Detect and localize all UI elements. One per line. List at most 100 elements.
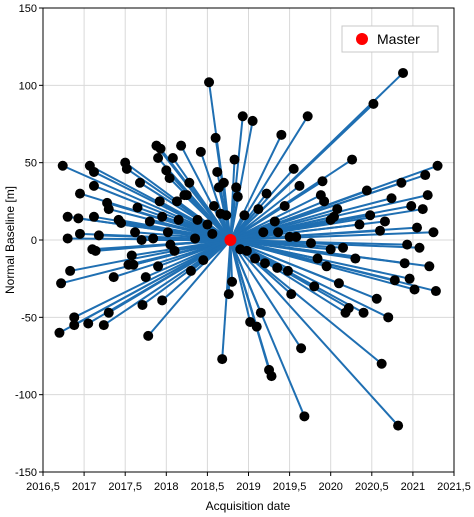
acquisition-point: [396, 177, 407, 188]
x-tick-label: 2018: [154, 481, 178, 493]
acquisition-point: [296, 343, 307, 354]
baseline-line: [229, 185, 301, 241]
acquisition-point: [432, 160, 443, 171]
baseline-line: [229, 239, 389, 319]
acquisition-point: [422, 190, 433, 201]
legend-master-marker: [356, 33, 368, 45]
acquisition-point: [398, 67, 409, 78]
baseline-line: [157, 239, 231, 268]
y-axis-label: Normal Baseline [m]: [3, 186, 17, 294]
acquisition-point: [288, 163, 299, 174]
baseline-line: [230, 231, 434, 241]
x-tick-label: 2018,5: [191, 481, 225, 493]
baseline-line: [147, 239, 232, 337]
acquisition-point: [218, 177, 229, 188]
acquisition-point: [309, 281, 320, 292]
acquisition-point: [90, 245, 101, 256]
baseline-line: [108, 239, 231, 314]
acquisition-point: [247, 115, 258, 126]
acquisition-point: [266, 371, 277, 382]
acquisition-point: [195, 146, 206, 157]
baseline-line: [229, 239, 302, 349]
acquisition-point: [379, 216, 390, 227]
acquisition-point: [69, 312, 80, 323]
acquisition-point: [171, 196, 182, 207]
acquisition-point: [153, 153, 164, 164]
acquisition-point: [386, 193, 397, 204]
acquisition-point: [241, 245, 252, 256]
y-tick-label: -50: [21, 312, 37, 324]
acquisition-point: [108, 272, 119, 283]
acquisition-point: [173, 214, 184, 225]
acquisition-point: [93, 230, 104, 241]
acquisition-point: [148, 233, 159, 244]
acquisition-point: [69, 320, 80, 331]
y-tick-label: 50: [25, 158, 37, 170]
acquisition-point: [255, 307, 266, 318]
acquisition-point: [130, 227, 141, 238]
acquisition-point: [393, 420, 404, 431]
baseline-line: [229, 120, 254, 241]
acquisition-point: [365, 210, 376, 221]
baseline-line: [229, 239, 234, 282]
acquisition-point: [325, 214, 336, 225]
baseline-line: [149, 220, 231, 241]
x-tick-label: 2021: [401, 481, 425, 493]
acquisition-points: [54, 67, 443, 431]
acquisition-point: [321, 261, 332, 272]
acquisition-point: [354, 219, 365, 230]
acquisition-point: [361, 185, 372, 196]
acquisition-point: [83, 318, 94, 329]
acquisition-point: [302, 111, 313, 122]
acquisition-point: [319, 196, 330, 207]
x-axis-ticks: 2016,5 2017 2017,5 2018 2018,5 2019 2019,5 2020…: [26, 472, 471, 493]
legend-master-label: Master: [377, 31, 420, 47]
baseline-line: [229, 239, 306, 417]
y-tick-label: 0: [31, 235, 37, 247]
acquisition-point: [221, 210, 232, 221]
acquisition-point: [282, 265, 293, 276]
acquisition-point: [350, 253, 361, 264]
acquisition-point: [62, 233, 73, 244]
acquisition-point: [143, 330, 154, 341]
acquisition-point: [239, 210, 250, 221]
acquisition-point: [74, 228, 85, 239]
acquisition-point: [204, 77, 215, 88]
acquisition-point: [276, 129, 287, 140]
acquisition-point: [88, 166, 99, 177]
baseline-line: [170, 239, 231, 246]
acquisition-point: [167, 153, 178, 164]
acquisition-point: [126, 250, 137, 261]
acquisition-point: [286, 289, 297, 300]
acquisition-point: [176, 140, 187, 151]
x-tick-label: 2017,5: [108, 481, 142, 493]
acquisition-point: [412, 222, 423, 233]
acquisition-point: [202, 219, 213, 230]
acquisition-point: [237, 111, 248, 122]
x-axis-label: Acquisition date: [206, 499, 291, 513]
acquisition-point: [291, 231, 302, 242]
acquisition-point: [420, 170, 431, 181]
acquisition-point: [162, 227, 173, 238]
acquisition-point: [261, 188, 272, 199]
acquisition-point: [140, 272, 151, 283]
acquisition-point: [88, 180, 99, 191]
acquisition-point: [155, 143, 166, 154]
acquisition-point: [128, 259, 139, 270]
y-tick-label: -150: [15, 467, 37, 479]
baseline-line: [229, 239, 273, 377]
acquisition-point: [269, 216, 280, 227]
acquisition-point: [358, 307, 369, 318]
acquisition-point: [132, 202, 143, 213]
legend: Master: [341, 25, 439, 53]
acquisition-point: [399, 258, 410, 269]
baseline-line: [229, 168, 295, 241]
acquisition-point: [154, 196, 165, 207]
acquisition-point: [231, 182, 242, 193]
acquisition-point: [161, 165, 172, 176]
acquisition-point: [116, 217, 127, 228]
acquisition-point: [217, 354, 228, 365]
acquisition-point: [103, 307, 114, 318]
acquisition-point: [332, 204, 343, 215]
x-tick-label: 2017: [72, 481, 96, 493]
